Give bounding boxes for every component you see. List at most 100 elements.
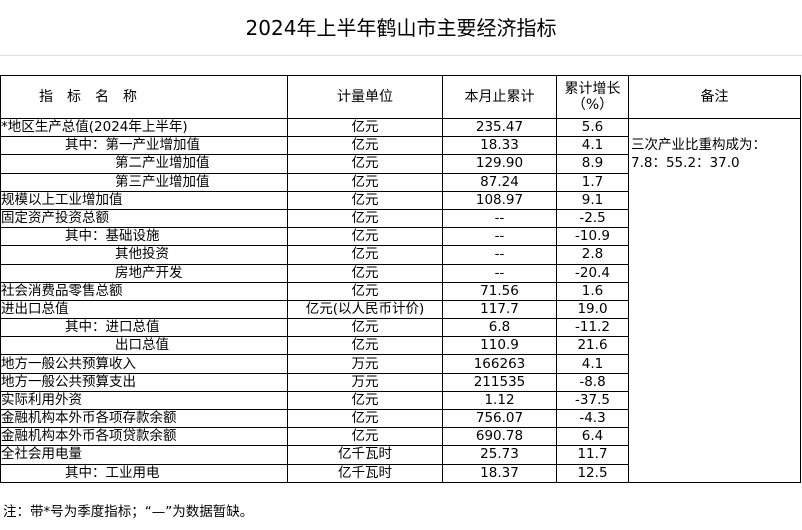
row-growth[interactable]: 9.1 [556,190,629,210]
row-value[interactable]: 756.07 [442,408,557,429]
row-note[interactable] [628,300,801,319]
row-name[interactable]: 实际利用外资 [0,390,288,411]
row-unit[interactable]: 亿元 [287,227,443,247]
row-unit[interactable]: 亿元 [287,390,443,411]
row-name[interactable]: *地区生产总值(2024年上半年) [0,117,288,138]
header-unit[interactable]: 计量单位 [287,75,443,119]
row-value[interactable]: 25.73 [442,445,557,465]
row-unit[interactable]: 亿元 [287,427,443,447]
row-value[interactable]: 110.9 [442,336,557,356]
row-unit[interactable]: 万元 [287,354,443,374]
row-unit[interactable]: 亿元 [287,281,443,301]
row-note[interactable] [628,118,801,137]
row-note[interactable] [628,427,801,446]
row-unit[interactable]: 亿元 [287,190,443,210]
row-note[interactable] [628,173,801,192]
row-name[interactable]: 房地产开发 [0,263,288,283]
row-growth[interactable]: -8.8 [556,372,629,392]
row-value[interactable]: -- [442,227,557,247]
row-note[interactable] [628,209,801,228]
row-value[interactable]: -- [442,245,557,265]
row-name[interactable]: 社会消费品零售总额 [0,281,288,301]
row-growth[interactable]: -10.9 [556,227,629,247]
row-growth[interactable]: 19.0 [556,299,629,320]
row-name[interactable]: 金融机构本外币各项贷款余额 [0,427,288,447]
header-name[interactable]: 指 标 名 称 [0,75,288,119]
row-growth[interactable]: 12.5 [556,463,629,483]
row-note[interactable] [628,282,801,301]
row-note[interactable] [628,354,801,374]
row-growth[interactable]: -20.4 [556,263,629,283]
row-growth[interactable]: 6.4 [556,427,629,447]
row-growth[interactable]: -4.3 [556,408,629,429]
row-note[interactable] [628,264,801,283]
row-unit[interactable]: 亿元 [287,154,443,174]
row-note[interactable] [628,227,801,246]
row-note[interactable] [628,373,801,392]
row-name[interactable]: 其中：第一产业增加值 [0,136,288,156]
row-growth[interactable]: -2.5 [556,208,629,229]
row-note[interactable] [628,409,801,428]
row-value[interactable]: 235.47 [442,117,557,138]
row-value[interactable]: -- [442,263,557,283]
header-value[interactable]: 本月止累计 [442,75,557,119]
row-unit[interactable]: 万元 [287,372,443,392]
row-name[interactable]: 其他投资 [0,245,288,265]
row-unit[interactable]: 亿元 [287,263,443,283]
row-unit[interactable]: 亿元 [287,208,443,229]
row-value[interactable]: -- [442,208,557,229]
row-unit[interactable]: 亿千瓦时 [287,445,443,465]
row-unit[interactable]: 亿元 [287,136,443,156]
row-unit[interactable]: 亿元 [287,172,443,192]
row-value[interactable]: 108.97 [442,190,557,210]
header-note[interactable]: 备注 [628,75,801,119]
row-value[interactable]: 87.24 [442,172,557,192]
row-unit[interactable]: 亿元 [287,336,443,356]
footnote[interactable]: 注：带*号为季度指标；“—”为数据暂缺。 [3,504,254,520]
row-unit[interactable]: 亿千瓦时 [287,463,443,483]
row-value[interactable]: 129.90 [442,154,557,174]
row-name[interactable]: 地方一般公共预算收入 [0,354,288,374]
row-name[interactable]: 金融机构本外币各项存款余额 [0,408,288,429]
row-value[interactable]: 18.37 [442,463,557,483]
row-name[interactable]: 固定资产投资总额 [0,208,288,229]
row-value[interactable]: 1.12 [442,390,557,411]
row-unit[interactable]: 亿元 [287,318,443,338]
row-growth[interactable]: 1.6 [556,281,629,301]
row-unit[interactable]: 亿元 [287,117,443,138]
row-growth[interactable]: 4.1 [556,354,629,374]
row-name[interactable]: 进出口总值 [0,299,288,320]
row-note[interactable] [628,245,801,264]
row-growth[interactable]: 4.1 [556,136,629,156]
row-name[interactable]: 地方一般公共预算支出 [0,372,288,392]
row-note[interactable] [628,445,801,465]
row-note[interactable] [628,391,801,410]
row-growth[interactable]: -11.2 [556,318,629,338]
row-name[interactable]: 第三产业增加值 [0,172,288,192]
header-growth[interactable]: 累计增长（%） [556,75,629,119]
row-value[interactable]: 690.78 [442,427,557,447]
row-name[interactable]: 其中：基础设施 [0,227,288,247]
row-name[interactable]: 全社会用电量 [0,445,288,465]
row-name[interactable]: 第二产业增加值 [0,154,288,174]
row-growth[interactable]: 5.6 [556,117,629,138]
row-unit[interactable]: 亿元 [287,408,443,429]
row-value[interactable]: 18.33 [442,136,557,156]
row-name[interactable]: 其中：工业用电 [0,463,288,483]
row-name[interactable]: 其中：进口总值 [0,318,288,338]
row-growth[interactable]: 21.6 [556,336,629,356]
row-unit[interactable]: 亿元(以人民币计价) [287,299,443,320]
row-note[interactable] [628,318,801,337]
row-growth[interactable]: -37.5 [556,390,629,411]
row-value[interactable]: 166263 [442,354,557,374]
row-value[interactable]: 117.7 [442,299,557,320]
row-note[interactable] [628,336,801,355]
row-note[interactable]: 三次产业比重构成为： [628,136,801,155]
row-note[interactable]: 7.8：55.2：37.0 [628,154,801,174]
row-name[interactable]: 出口总值 [0,336,288,356]
row-value[interactable]: 6.8 [442,318,557,338]
row-name[interactable]: 规模以上工业增加值 [0,190,288,210]
row-growth[interactable]: 8.9 [556,154,629,174]
row-growth[interactable]: 11.7 [556,445,629,465]
row-note[interactable] [628,464,801,483]
